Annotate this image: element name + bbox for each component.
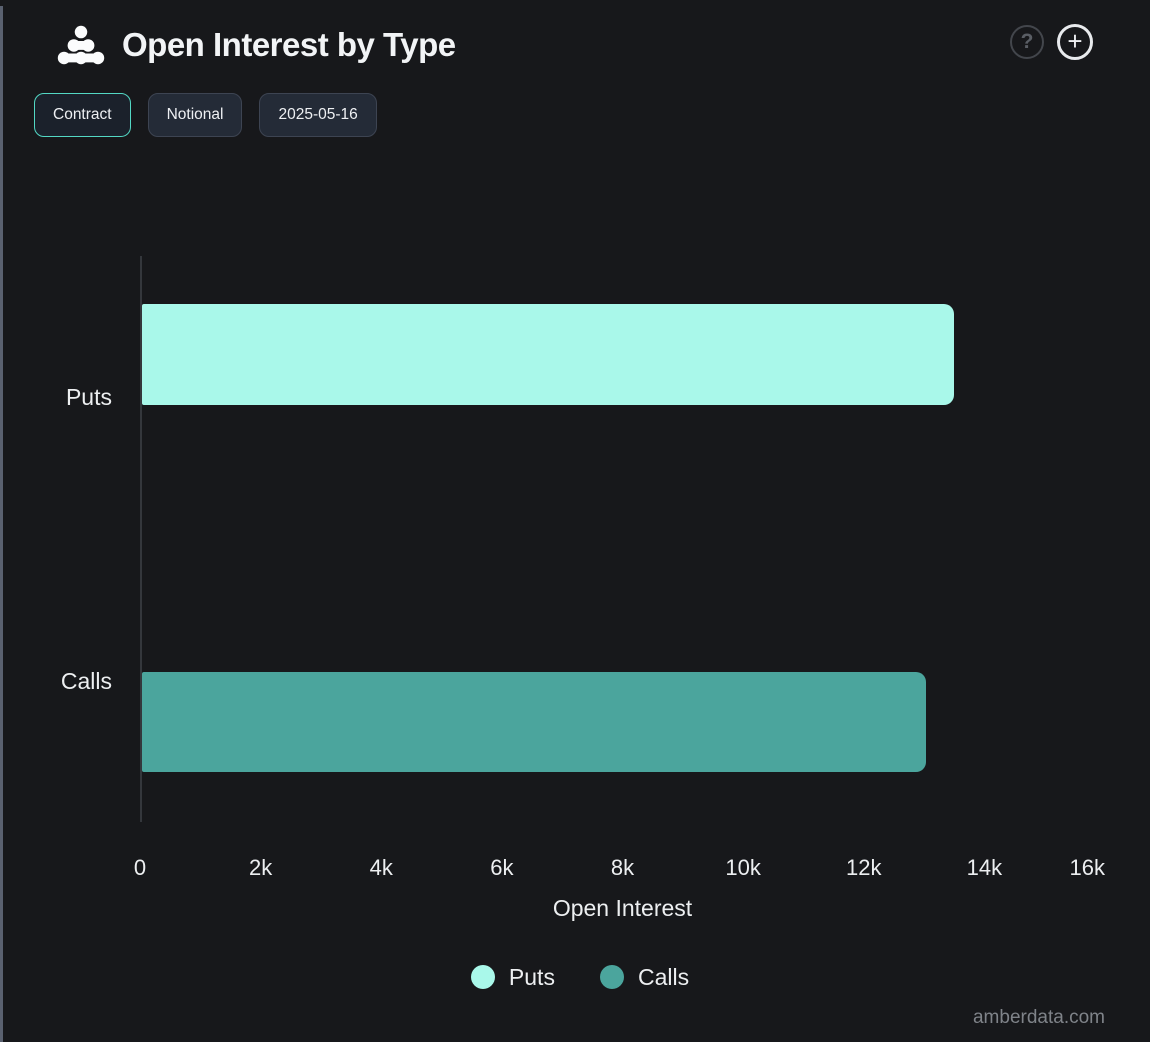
x-tick-label: 4k — [369, 855, 393, 880]
chart-legend: Puts Calls — [0, 962, 1150, 992]
x-tick-label: 0 — [133, 855, 147, 880]
toolbar: Contract Notional 2025-05-16 — [34, 93, 377, 137]
x-tick-label: 10k — [725, 855, 761, 880]
puts-bar[interactable] — [142, 304, 954, 405]
help-icon[interactable]: ? — [1010, 25, 1044, 59]
legend-label: Puts — [508, 963, 555, 990]
x-tick-label: 8k — [610, 855, 635, 880]
panel-divider — [0, 6, 3, 1042]
amberdata-logo-icon — [57, 25, 105, 65]
date-selector-button[interactable]: 2025-05-16 — [259, 93, 377, 137]
legend-item-puts[interactable]: Puts — [470, 963, 555, 991]
header: Open Interest by Type ? + — [0, 0, 1150, 80]
notional-toggle-button[interactable]: Notional — [147, 93, 243, 137]
x-tick-label: 6k — [490, 855, 514, 880]
x-tick-label: 12k — [846, 855, 882, 880]
y-axis-line — [140, 256, 142, 822]
puts-legend-dot-icon — [470, 965, 495, 989]
x-tick-label: 2k — [249, 855, 273, 880]
add-icon[interactable]: + — [1057, 24, 1093, 60]
y-tick-label-calls: Calls — [60, 668, 112, 694]
x-tick-label: 14k — [966, 855, 1003, 880]
y-tick-label-puts: Puts — [65, 384, 112, 410]
amberdata-watermark: amberdata.com — [972, 1007, 1105, 1028]
calls-legend-dot-icon — [599, 965, 624, 989]
x-axis-title: Open Interest — [552, 895, 693, 921]
page-title: Open Interest by Type — [122, 26, 456, 63]
legend-label: Calls — [637, 963, 690, 990]
contract-toggle-button[interactable]: Contract — [34, 93, 131, 137]
legend-item-calls[interactable]: Calls — [599, 963, 690, 991]
calls-bar[interactable] — [142, 672, 926, 772]
x-tick-label: 16k — [1069, 855, 1105, 880]
